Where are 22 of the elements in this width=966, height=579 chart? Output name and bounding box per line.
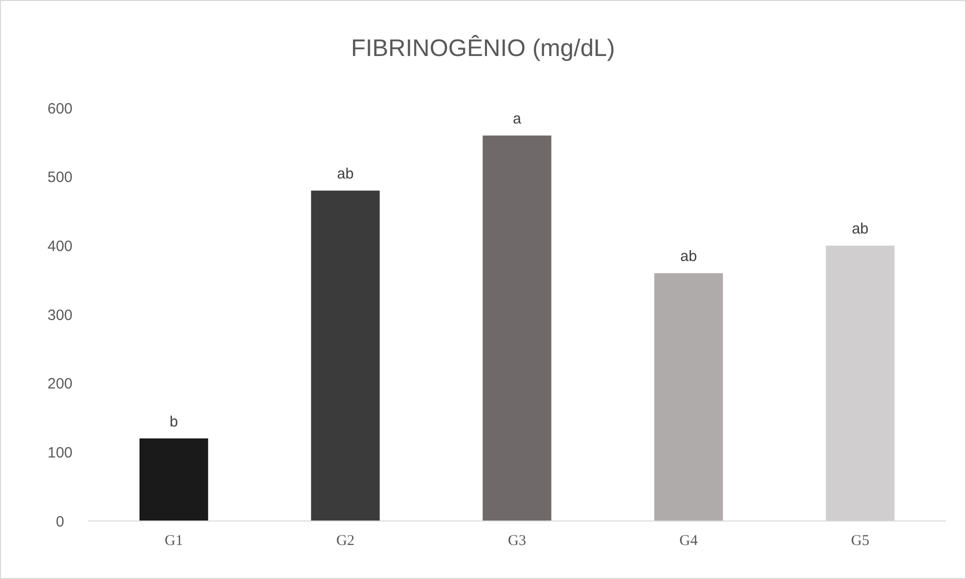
- y-tick-label: 600: [47, 100, 73, 118]
- x-tick-label: G4: [679, 533, 698, 549]
- data-label: ab: [852, 220, 869, 238]
- y-tick-label: 300: [47, 306, 73, 324]
- bar: [654, 273, 723, 521]
- data-label: ab: [680, 248, 697, 266]
- bar: [139, 438, 208, 521]
- y-tick-label: 400: [47, 238, 73, 255]
- x-tick-label: G1: [164, 533, 183, 549]
- data-label: ab: [337, 166, 354, 183]
- data-label: b: [170, 413, 178, 430]
- bar: [311, 190, 380, 521]
- y-tick-label: 500: [47, 169, 73, 186]
- bar: [482, 136, 552, 521]
- y-tick-label: 0: [56, 513, 64, 530]
- y-tick-label: 200: [47, 376, 73, 393]
- data-label: a: [512, 110, 522, 128]
- chart-title: FIBRINOGÊNIO (mg/dL): [350, 35, 616, 62]
- x-tick-label: G5: [851, 533, 870, 549]
- x-tick-label: G2: [336, 533, 355, 549]
- y-tick-label: 100: [47, 444, 73, 462]
- x-tick-label: G3: [508, 533, 526, 549]
